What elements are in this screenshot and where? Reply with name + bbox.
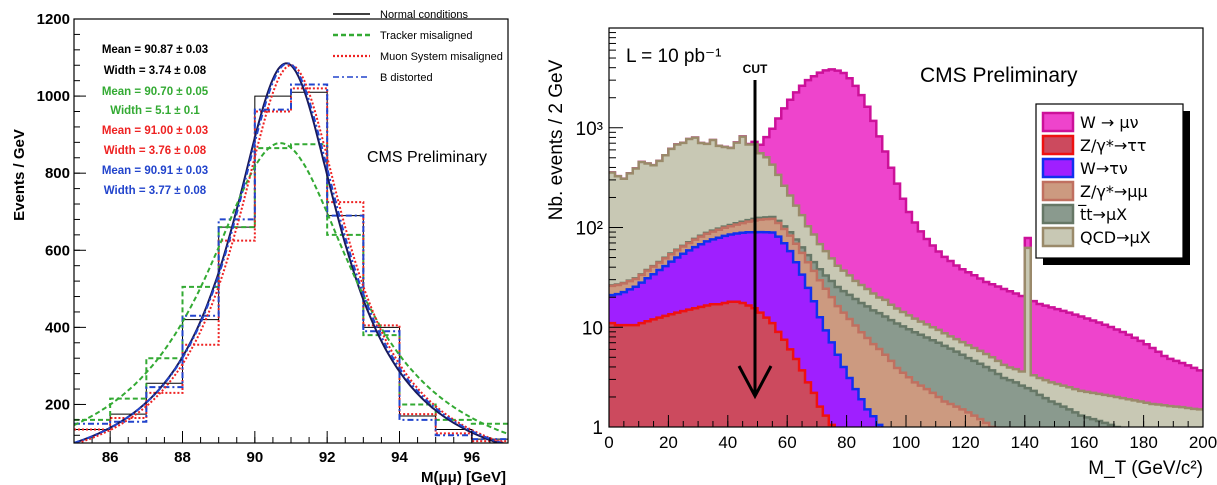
stack-fill-0 (609, 301, 1203, 427)
x-tick-label: 94 (391, 449, 408, 466)
x-tick-label: 160 (1070, 433, 1098, 452)
legend-label: B distorted (380, 72, 433, 84)
legend-swatch (1041, 180, 1075, 202)
right-stack-group (609, 68, 1203, 427)
y-tick-label: 1000 (37, 88, 70, 105)
right-cms-preliminary: CMS Preliminary (920, 64, 1078, 87)
x-tick-label: 88 (174, 449, 191, 466)
y-tick-label: 800 (45, 165, 70, 182)
stat-text: Width = 3.76 ± 0.08 (104, 145, 207, 157)
x-tick-label: 100 (892, 433, 920, 452)
y-tick-label: 10² (576, 219, 603, 240)
legend-label: t̅t→μX (1077, 205, 1127, 224)
x-tick-label: 60 (778, 433, 797, 452)
left-plot-area (74, 62, 508, 443)
fit-curve-0 (74, 62, 502, 443)
legend-label: Normal conditions (380, 9, 469, 21)
legend-swatch (1041, 134, 1075, 156)
stat-text: Mean = 90.91 ± 0.03 (102, 165, 208, 177)
right-legend-items: W → μν Z/γ*→ττ W→τν Z/γ*→μμ t̅t→μX QCD→μX (1041, 111, 1151, 248)
legend-swatch (1041, 203, 1075, 225)
stat-text: Mean = 90.70 ± 0.05 (102, 86, 209, 98)
histogram-3 (74, 83, 508, 441)
legend-label: QCD→μX (1080, 228, 1151, 247)
y-tick-label: 200 (45, 396, 70, 413)
legend-label: Z/γ*→μμ (1080, 182, 1148, 201)
y-tick-label: 600 (45, 242, 70, 259)
y-tick-label: 400 (45, 319, 70, 336)
right-legend: W → μν Z/γ*→ττ W→τν Z/γ*→μμ t̅t→μX QCD→μX (1035, 103, 1190, 265)
y-tick-label: 10³ (576, 119, 603, 140)
legend-label: W → μν (1080, 113, 1139, 132)
y-tick-label: 1 (592, 418, 603, 439)
legend-swatch (1041, 226, 1075, 248)
x-tick-label: 200 (1189, 433, 1217, 452)
x-tick-label: 20 (659, 433, 678, 452)
x-tick-label: 0 (604, 433, 613, 452)
left-legend: Normal conditions Tracker misaligned Muo… (333, 9, 503, 84)
y-tick-label: 1200 (37, 11, 70, 28)
legend-swatch (1041, 157, 1075, 179)
stat-text: Width = 3.74 ± 0.08 (104, 65, 207, 77)
legend-swatch (1041, 111, 1075, 133)
x-tick-label: 96 (463, 449, 480, 466)
left-stats-box: Mean = 90.87 ± 0.03 Width = 3.74 ± 0.08 … (102, 44, 209, 197)
right-x-axis-title: M_T (GeV/c²) (1088, 458, 1203, 479)
left-x-ticks: 86 88 90 92 94 96 (73, 431, 509, 466)
x-tick-label: 80 (837, 433, 856, 452)
stat-text: Mean = 91.00 ± 0.03 (102, 125, 208, 137)
left-series-group (74, 62, 508, 443)
legend-label: Z/γ*→ττ (1080, 136, 1147, 155)
cut-label: CUT (743, 62, 768, 76)
x-tick-label: 140 (1011, 433, 1039, 452)
x-tick-label: 90 (246, 449, 263, 466)
left-y-ticks: 200 400 600 800 1000 1200 (37, 11, 86, 436)
cut-arrow-head (737, 365, 773, 400)
left-y-axis-title: Events / GeV (11, 129, 28, 221)
stat-text: Width = 5.1 ± 0.1 (110, 105, 200, 117)
legend-label: Muon System misaligned (380, 51, 503, 63)
x-tick-label: 180 (1129, 433, 1157, 452)
stack-edge-1 (609, 230, 884, 427)
x-tick-label: 92 (319, 449, 336, 466)
x-tick-label: 120 (951, 433, 979, 452)
stack-edge-2 (609, 217, 997, 427)
left-x-axis-title: M(μμ) [GeV] (421, 469, 506, 485)
stack-edge-0 (609, 300, 836, 427)
right-lumi-label: L = 10 pb⁻¹ (626, 46, 721, 67)
legend-label: W→τν (1080, 159, 1128, 178)
stat-text: Mean = 90.87 ± 0.03 (102, 44, 208, 56)
right-y-axis-title: Nb. events / 2 GeV (546, 59, 567, 220)
right-plot-area (609, 68, 1203, 427)
cut-marker: CUT (737, 62, 773, 400)
legend-label: Tracker misaligned (380, 30, 473, 42)
stack-edge-4 (609, 135, 1203, 411)
x-tick-label: 86 (102, 449, 119, 466)
right-x-ticks: 0 20 40 60 80 100 120 140 160 180 200 (604, 415, 1217, 452)
fit-curve-1 (74, 142, 508, 435)
fit-curve-2 (74, 64, 508, 443)
right-y-ticks: 1 10 10² 10³ (576, 32, 623, 439)
y-tick-label: 10 (582, 318, 603, 339)
x-tick-label: 40 (718, 433, 737, 452)
left-chart: 86 88 90 92 94 96 200 400 600 800 1000 1200 Events… (11, 9, 509, 485)
right-chart: 0 20 40 60 80 100 120 140 160 180 200 1 10 10² 10³ Nb… (546, 27, 1217, 479)
stat-text: Width = 3.77 ± 0.08 (104, 185, 207, 197)
left-cms-preliminary: CMS Preliminary (367, 149, 487, 166)
